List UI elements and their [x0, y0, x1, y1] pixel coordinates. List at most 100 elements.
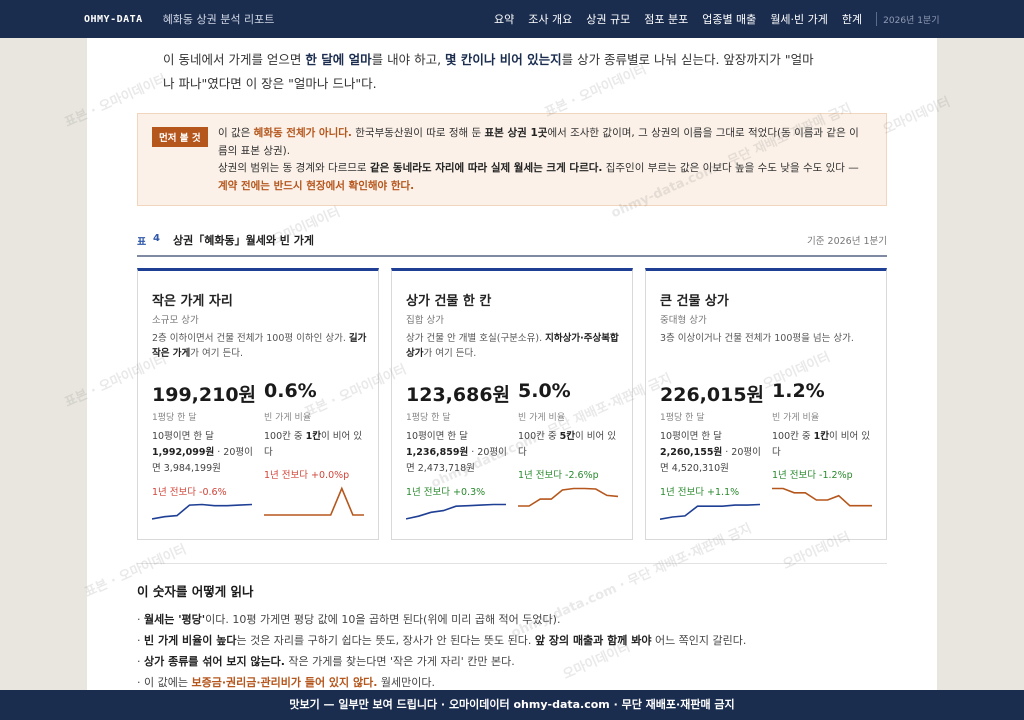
nav-link-store-distribution[interactable]: 점포 분포 — [644, 13, 689, 26]
report-page: 이 동네에서 가게를 얻으면 한 달에 얼마를 내야 하고, 몇 칸이나 비어 … — [87, 38, 937, 690]
card-description: 2층 이하이면서 건물 전체가 100평 이하인 상가. 길가 작은 가게가 여… — [152, 331, 368, 361]
card-title: 작은 가게 자리 — [152, 294, 233, 309]
rent-trend-line — [152, 503, 252, 520]
intro-emphasis: 몇 칸이나 비어 있는지 — [445, 52, 562, 67]
notice-highlight: 혜화동 전체가 아니다. — [253, 127, 352, 139]
rent-card-large: 큰 건물 상가 중대형 상가 3층 이상이거나 건물 전체가 100평을 넘는 … — [645, 268, 887, 540]
vacancy-ratio: 1.2% — [772, 380, 825, 402]
notice-sentence: 한국부동산원이 따로 정해 둔 — [351, 127, 485, 139]
rent-detail-bold: 1,236,859원 — [406, 447, 469, 458]
how-to-read-heading: 이 숫자를 어떻게 읽나 — [137, 584, 254, 599]
vacancy-sparkline — [518, 487, 618, 507]
rent-detail-text: · 20평이면 3,984,199원 — [152, 447, 253, 474]
nav-link-market-size[interactable]: 상권 규모 — [586, 13, 631, 26]
notice-sentence: 집주인이 부르는 값은 이보다 높을 수도 낮을 수도 있다 — — [602, 162, 859, 174]
rent-sparkline — [152, 503, 252, 520]
rent-detail-text: · 20평이면 4,520,310원 — [660, 447, 761, 474]
preview-footer: 맛보기 — 일부만 보여 드립니다 · 오마이데이터 ohmy-data.com… — [0, 690, 1024, 720]
vacancy-detail: 100칸 중 5칸이 비어 있다 — [518, 429, 622, 461]
report-title: 혜화동 상권 분석 리포트 — [162, 13, 275, 26]
nav-link-sales-by-industry[interactable]: 업종별 매출 — [702, 13, 757, 26]
nav-link-overview[interactable]: 조사 개요 — [528, 13, 573, 26]
rent-detail-text: 10평이면 한 달 — [406, 431, 468, 442]
notice-sentence: 에서 조사한 값이며, 그 상권의 이름을 그대로 적었다(동 이름과 같은 이… — [218, 127, 859, 157]
rent-price-label: 1평당 한 달 — [406, 413, 451, 423]
list-item: · 빈 가게 비율이 높다는 것은 자리를 구하기 쉽다는 뜻도, 장사가 안 … — [137, 630, 887, 651]
vacancy-sparkline — [264, 486, 364, 516]
list-text: · — [137, 634, 144, 647]
list-highlight: 보증금·권리금·관리비가 들어 있지 않다. — [191, 676, 378, 689]
table-date: 기준 2026년 1분기 — [807, 236, 887, 247]
vacancy-ratio-label: 빈 가게 비율 — [264, 413, 312, 423]
vacancy-trend-line — [264, 486, 364, 516]
rent-sparkline — [406, 503, 506, 520]
vacancy-detail-text: 이 비어 있다 — [772, 431, 871, 458]
rent-change: 1년 전보다 -0.6% — [152, 487, 227, 498]
rent-price: 226,015원 — [660, 384, 765, 406]
rent-trend-line — [406, 503, 506, 520]
nav-divider — [876, 12, 878, 26]
vacancy-detail-text: 이 비어 있다 — [518, 431, 617, 458]
list-text: · 이 값에는 — [137, 676, 192, 689]
card-title: 상가 건물 한 칸 — [406, 294, 492, 309]
rent-price: 123,686원 — [406, 384, 511, 406]
vacancy-detail-bold: 1칸 — [813, 431, 830, 442]
nav-link-summary[interactable]: 요약 — [494, 13, 515, 26]
vacancy-detail-text: 이 비어 있다 — [264, 431, 363, 458]
vacancy-change: 1년 전보다 +0.0%p — [264, 470, 350, 481]
notice-sentence: 이 값은 — [218, 127, 254, 139]
notice-bold: 표본 상권 1곳 — [484, 127, 548, 139]
rent-detail: 10평이면 한 달 1,236,859원 · 20평이면 2,473,718원 — [406, 429, 510, 477]
brand-logo[interactable]: OHMY-DATA — [84, 13, 143, 25]
intro-text: 이 동네에서 가게를 얻으면 — [163, 52, 306, 67]
vacancy-detail-text: 100칸 중 — [264, 431, 306, 442]
rent-cards: 작은 가게 자리 소규모 상가 2층 이하이면서 건물 전체가 100평 이하인… — [137, 268, 887, 540]
list-item: · 이 값에는 보증금·권리금·관리비가 들어 있지 않다. 월세만이다. — [137, 672, 887, 690]
table-number: 4 — [153, 233, 160, 244]
rent-price-label: 1평당 한 달 — [152, 413, 197, 423]
table-label: 표 — [137, 237, 147, 248]
notice-tag: 먼저 볼 것 — [152, 127, 208, 147]
rent-trend-line — [660, 503, 760, 520]
vacancy-detail: 100칸 중 1칸이 비어 있다 — [264, 429, 368, 461]
list-bold: 빈 가게 비율이 높다 — [144, 634, 237, 647]
rent-sparkline — [660, 503, 760, 520]
section-nav: 요약 조사 개요 상권 규모 점포 분포 업종별 매출 월세·빈 가게 한계 2… — [494, 0, 940, 38]
nav-period: 2026년 1분기 — [883, 15, 940, 26]
notice-box: 먼저 볼 것 이 값은 혜화동 전체가 아니다. 한국부동산원이 따로 정해 둔… — [137, 113, 887, 206]
card-desc-text: 상가 건물 안 개별 호실(구분소유). — [406, 333, 546, 344]
intro-emphasis: 한 달에 얼마 — [305, 52, 372, 67]
card-desc-text: 2층 이하이면서 건물 전체가 100평 이하인 상가. — [152, 333, 349, 344]
top-nav: OHMY-DATA 혜화동 상권 분석 리포트 요약 조사 개요 상권 규모 점… — [0, 0, 1024, 38]
list-text: 는 것은 자리를 구하기 쉽다는 뜻도, 장사가 안 된다는 뜻도 된다. — [236, 634, 535, 647]
card-description: 3층 이상이거나 건물 전체가 100평을 넘는 상가. — [660, 331, 876, 346]
card-subtitle: 중대형 상가 — [660, 315, 707, 326]
list-item: · 월세는 '평당'이다. 10평 가게면 평당 값에 10을 곱하면 된다(위… — [137, 609, 887, 630]
rent-price: 199,210원 — [152, 384, 257, 406]
rent-change: 1년 전보다 +0.3% — [406, 487, 486, 498]
vacancy-ratio-label: 빈 가게 비율 — [518, 413, 566, 423]
list-text: 월세만이다. — [377, 676, 436, 689]
card-desc-text: 가 여기 든다. — [190, 348, 244, 359]
vacancy-detail-bold: 5칸 — [559, 431, 576, 442]
nav-link-limits[interactable]: 한계 — [841, 13, 863, 26]
notice-text: 이 값은 혜화동 전체가 아니다. 한국부동산원이 따로 정해 둔 표본 상권 … — [218, 125, 868, 195]
rent-detail-bold: 1,992,099원 — [152, 447, 215, 458]
list-text: 이다. 10평 가게면 평당 값에 10을 곱하면 된다(위에 미리 곱해 적어… — [205, 613, 561, 626]
rent-detail: 10평이면 한 달 1,992,099원 · 20평이면 3,984,199원 — [152, 429, 256, 477]
vacancy-sparkline — [772, 487, 872, 507]
rent-detail-text: 10평이면 한 달 — [660, 431, 722, 442]
intro-text: 를 상가 종류별로 나눠 싣는다. 앞장까지가 "얼마나 파나"였다면 이 장은… — [163, 52, 814, 91]
list-item: · 상가 종류를 섞어 보지 않는다. 작은 가게를 찾는다면 '작은 가게 자… — [137, 651, 887, 672]
rent-detail-bold: 2,260,155원 — [660, 447, 723, 458]
rent-card-collective: 상가 건물 한 칸 집합 상가 상가 건물 안 개별 호실(구분소유). 지하상… — [391, 268, 633, 540]
list-text: 어느 쪽인지 갈린다. — [651, 634, 747, 647]
notice-highlight: 계약 전에는 반드시 현장에서 확인해야 한다. — [218, 179, 415, 192]
list-bold: 월세는 '평당' — [144, 613, 206, 626]
vacancy-detail-text: 100칸 중 — [518, 431, 560, 442]
vacancy-ratio-label: 빈 가게 비율 — [772, 413, 820, 423]
nav-link-rent-vacancy[interactable]: 월세·빈 가게 — [770, 13, 828, 26]
table-title: 상권「혜화동」월세와 빈 가게 — [173, 234, 314, 247]
rent-detail: 10평이면 한 달 2,260,155원 · 20평이면 4,520,310원 — [660, 429, 764, 477]
intro-paragraph: 이 동네에서 가게를 얻으면 한 달에 얼마를 내야 하고, 몇 칸이나 비어 … — [163, 48, 823, 96]
